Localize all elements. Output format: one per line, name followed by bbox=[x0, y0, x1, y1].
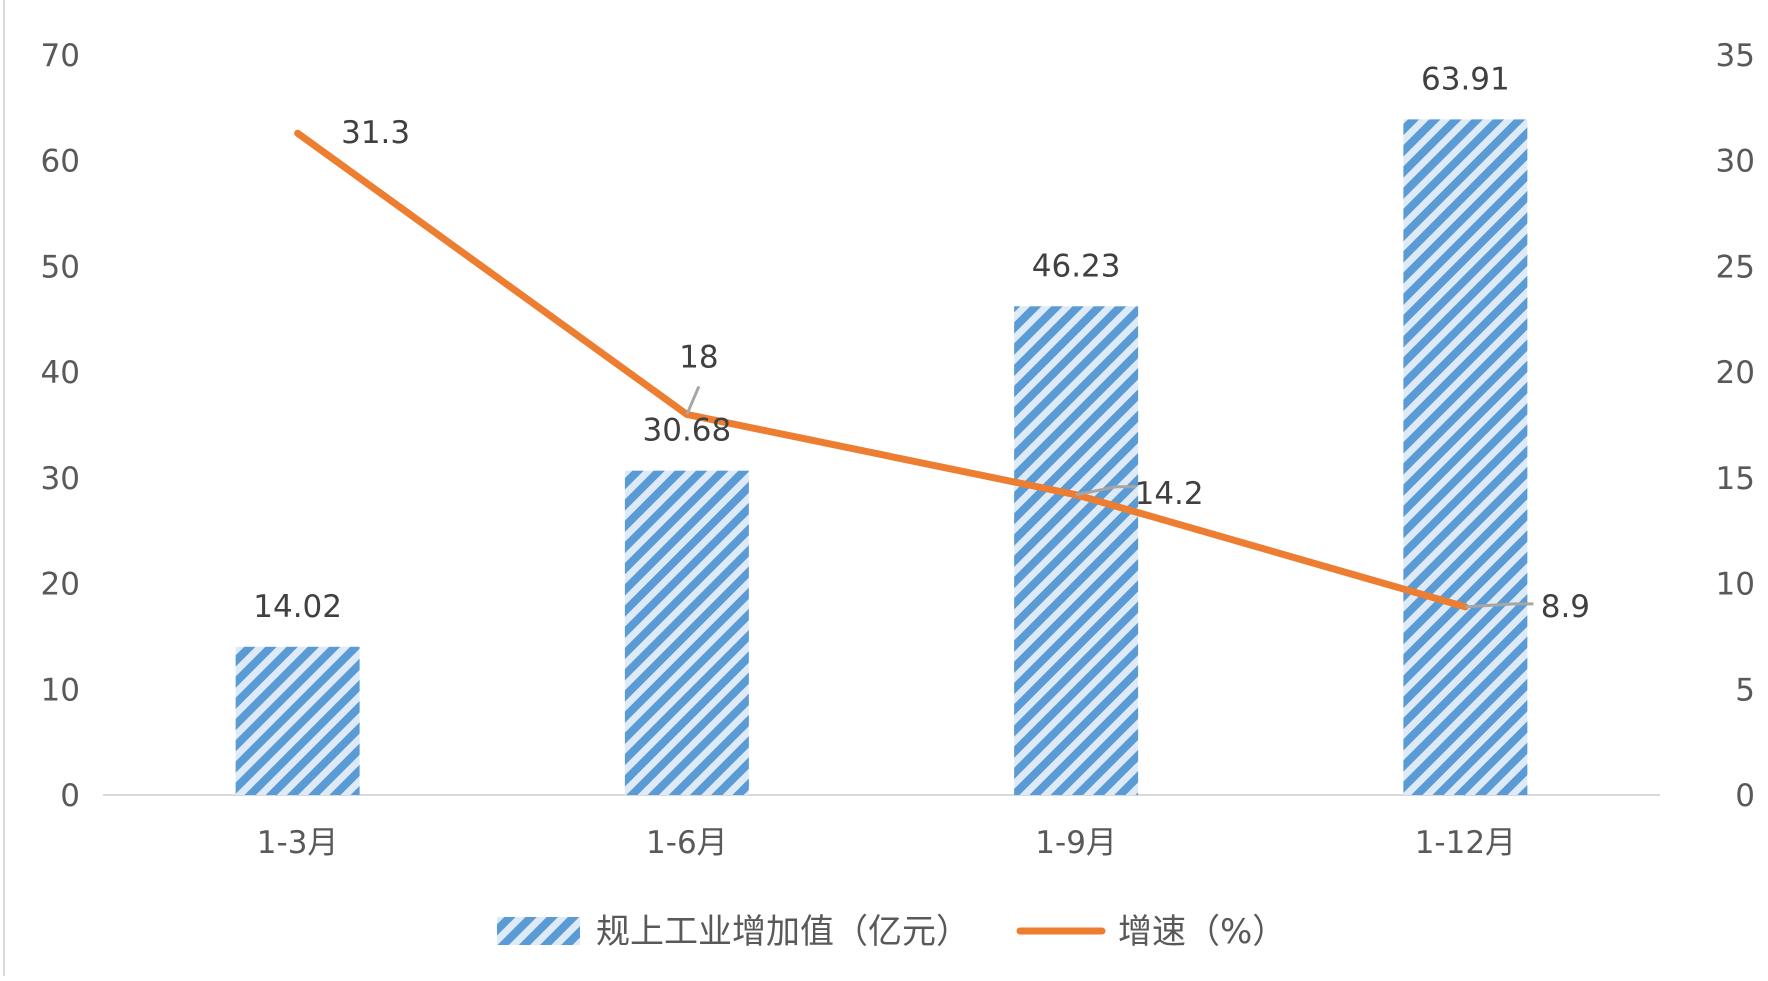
leader-line bbox=[1465, 602, 1534, 609]
x-tick-label: 1-3月 bbox=[257, 825, 339, 861]
legend-bar-label: 规上工业增加值（亿元） bbox=[596, 912, 970, 952]
bar bbox=[1014, 306, 1139, 795]
data-labels-layer: 14.02 30.68 46.23 63.91 31.3 18 14.2 8.9 bbox=[253, 61, 1590, 624]
line-layer bbox=[294, 129, 1469, 611]
bar-data-label: 46.23 bbox=[1032, 248, 1121, 284]
leader-line bbox=[1075, 485, 1137, 497]
y-right-tick-label: 35 bbox=[1716, 38, 1755, 74]
bar-data-label: 14.02 bbox=[253, 589, 342, 625]
x-tick-label: 1-9月 bbox=[1035, 825, 1117, 861]
y-right-tick-label: 30 bbox=[1716, 144, 1755, 180]
bars-layer bbox=[235, 119, 1528, 795]
bar-data-label: 63.91 bbox=[1421, 61, 1510, 97]
y-right-tick-label: 20 bbox=[1716, 355, 1755, 391]
y-right-tick-label: 10 bbox=[1716, 567, 1755, 603]
bar bbox=[1403, 119, 1528, 795]
legend: 规上工业增加值（亿元） 增速（%） bbox=[497, 912, 1286, 952]
y-right-tick-label: 25 bbox=[1716, 249, 1755, 285]
y-right-tick-label: 0 bbox=[1735, 778, 1755, 814]
bar bbox=[235, 646, 360, 795]
line-data-label: 8.9 bbox=[1541, 589, 1590, 625]
legend-bar-swatch bbox=[497, 917, 580, 945]
line-data-label: 14.2 bbox=[1135, 476, 1204, 512]
y-left-tick-label: 30 bbox=[41, 461, 80, 497]
y-right-tick-label: 5 bbox=[1735, 672, 1755, 708]
y-left-tick-label: 0 bbox=[60, 778, 80, 814]
line-data-label: 18 bbox=[679, 339, 718, 375]
x-tick-label: 1-6月 bbox=[646, 825, 728, 861]
bar bbox=[624, 470, 749, 795]
y-left-tick-label: 40 bbox=[41, 355, 80, 391]
bar-data-label: 30.68 bbox=[643, 413, 732, 449]
y-left-tick-label: 20 bbox=[41, 567, 80, 603]
y-left-tick-label: 50 bbox=[41, 249, 80, 285]
y-left-tick-label: 60 bbox=[41, 144, 80, 180]
leader-line bbox=[685, 385, 701, 416]
legend-line-label: 增速（%） bbox=[1118, 912, 1286, 952]
y-left-tick-label: 10 bbox=[41, 672, 80, 708]
x-tick-label: 1-12月 bbox=[1415, 825, 1516, 861]
axes-layer: 0 10 20 30 40 50 60 70 0 5 10 15 20 25 30 35 1-3月 1-6月 1-9… bbox=[41, 38, 1755, 861]
y-left-tick-label: 70 bbox=[41, 38, 80, 74]
growth-line bbox=[294, 129, 1469, 611]
line-data-label: 31.3 bbox=[341, 115, 410, 151]
y-right-tick-label: 15 bbox=[1716, 461, 1755, 497]
